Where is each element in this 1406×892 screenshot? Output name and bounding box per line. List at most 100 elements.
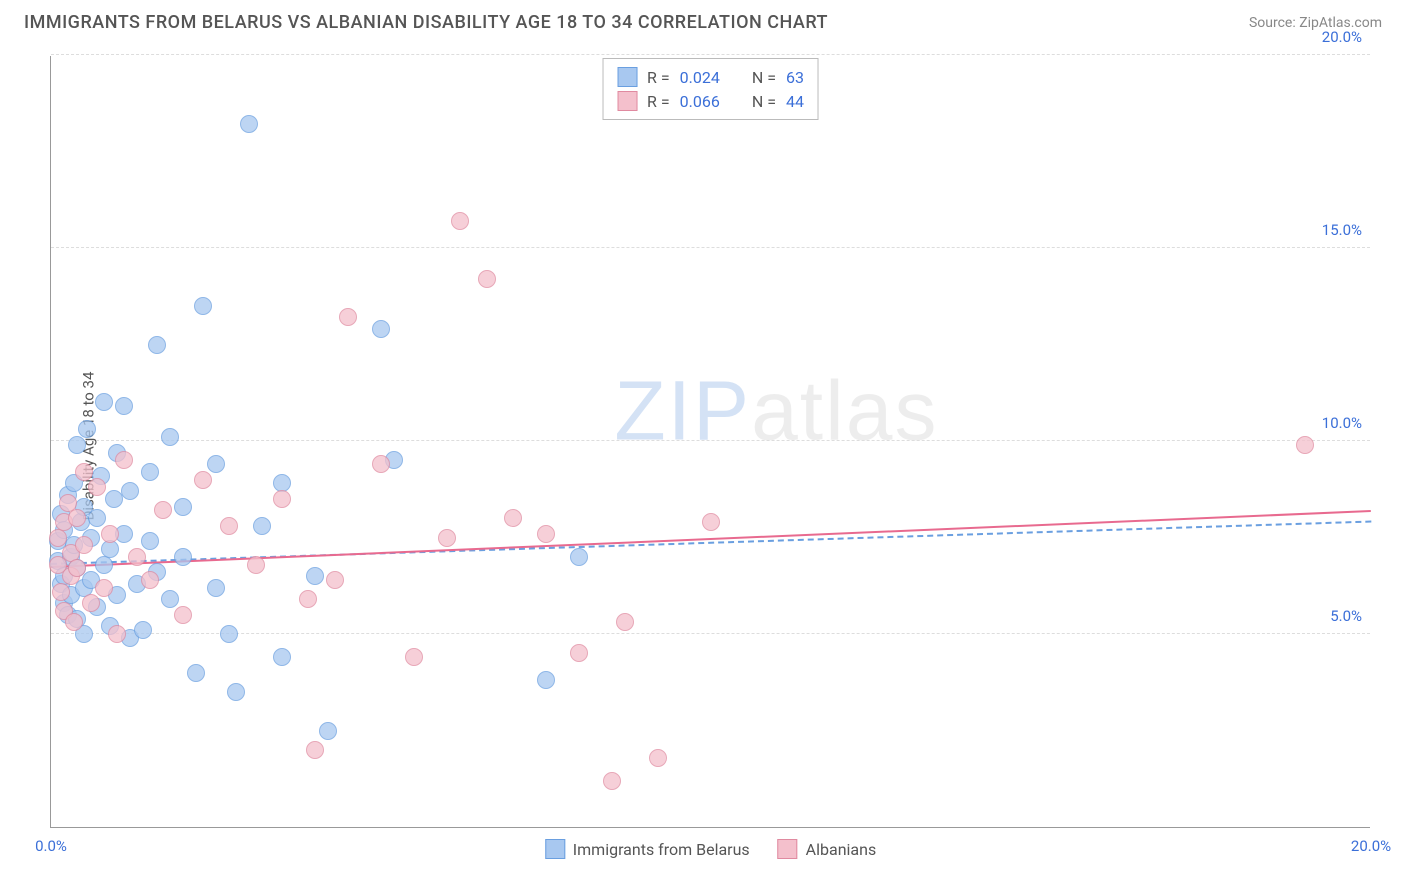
y-tick-label: 15.0%	[1302, 221, 1362, 239]
legend-swatch-icon	[617, 67, 637, 87]
data-point	[141, 463, 159, 481]
data-point	[95, 579, 113, 597]
data-point	[570, 548, 588, 566]
x-tick-label: 20.0%	[1351, 837, 1391, 855]
legend-item: Albanians	[778, 839, 877, 859]
data-point	[616, 613, 634, 631]
legend-correlation: R = 0.024 N = 63 R = 0.066 N = 44	[602, 58, 819, 120]
y-tick-label: 20.0%	[1302, 28, 1362, 46]
data-point	[82, 594, 100, 612]
data-point	[194, 297, 212, 315]
watermark-zip: ZIP	[614, 363, 751, 457]
data-point	[161, 428, 179, 446]
legend-row: R = 0.066 N = 44	[617, 89, 804, 113]
data-point	[299, 590, 317, 608]
data-point	[253, 517, 271, 535]
data-point	[174, 548, 192, 566]
data-point	[88, 478, 106, 496]
data-point	[220, 517, 238, 535]
data-point	[105, 490, 123, 508]
chart-title: IMMIGRANTS FROM BELARUS VS ALBANIAN DISA…	[24, 12, 828, 33]
legend-n-label: N =	[752, 92, 776, 111]
data-point	[78, 420, 96, 438]
data-point	[141, 571, 159, 589]
data-point	[121, 482, 139, 500]
data-point	[154, 501, 172, 519]
data-point	[372, 320, 390, 338]
data-point	[273, 648, 291, 666]
legend-swatch-icon	[778, 839, 798, 859]
data-point	[65, 613, 83, 631]
data-point	[95, 556, 113, 574]
data-point	[68, 436, 86, 454]
data-point	[141, 532, 159, 550]
data-point	[174, 606, 192, 624]
data-point	[326, 571, 344, 589]
data-point	[537, 525, 555, 543]
data-point	[438, 529, 456, 547]
data-point	[240, 115, 258, 133]
legend-n-label: N =	[752, 68, 776, 87]
data-point	[207, 579, 225, 597]
data-point	[148, 336, 166, 354]
data-point	[339, 308, 357, 326]
data-point	[319, 722, 337, 740]
data-point	[115, 451, 133, 469]
x-tick-label: 0.0%	[35, 837, 67, 855]
legend-r-value: 0.024	[680, 68, 720, 87]
data-point	[702, 513, 720, 531]
y-tick-label: 10.0%	[1302, 414, 1362, 432]
watermark-atlas: atlas	[751, 363, 938, 457]
data-point	[603, 772, 621, 790]
data-point	[649, 749, 667, 767]
data-point	[537, 671, 555, 689]
data-point	[95, 393, 113, 411]
legend-series: Immigrants from Belarus Albanians	[545, 839, 876, 859]
legend-swatch-icon	[545, 839, 565, 859]
data-point	[101, 540, 119, 558]
data-point	[52, 583, 70, 601]
gridline	[51, 440, 1370, 441]
watermark: ZIPatlas	[614, 362, 938, 459]
data-point	[75, 536, 93, 554]
data-point	[134, 621, 152, 639]
data-point	[68, 509, 86, 527]
data-point	[306, 741, 324, 759]
data-point	[108, 625, 126, 643]
data-point	[174, 498, 192, 516]
y-tick-label: 5.0%	[1302, 607, 1362, 625]
legend-item-label: Albanians	[806, 840, 877, 859]
data-point	[273, 490, 291, 508]
data-point	[1296, 436, 1314, 454]
legend-n-value: 63	[786, 68, 804, 87]
legend-swatch-icon	[617, 91, 637, 111]
legend-item-label: Immigrants from Belarus	[573, 840, 750, 859]
legend-row: R = 0.024 N = 63	[617, 65, 804, 89]
data-point	[194, 471, 212, 489]
data-point	[451, 212, 469, 230]
data-point	[227, 683, 245, 701]
chart-header: IMMIGRANTS FROM BELARUS VS ALBANIAN DISA…	[0, 0, 1406, 41]
data-point	[570, 644, 588, 662]
gridline	[51, 633, 1370, 634]
data-point	[187, 664, 205, 682]
data-point	[306, 567, 324, 585]
data-point	[504, 509, 522, 527]
plot-area: ZIPatlas R = 0.024 N = 63 R = 0.066 N = …	[50, 56, 1370, 828]
data-point	[115, 397, 133, 415]
data-point	[478, 270, 496, 288]
legend-r-label: R =	[647, 68, 670, 87]
data-point	[49, 529, 67, 547]
gridline	[51, 54, 1370, 55]
data-point	[88, 509, 106, 527]
data-point	[207, 455, 225, 473]
legend-n-value: 44	[786, 92, 804, 111]
legend-r-label: R =	[647, 92, 670, 111]
data-point	[220, 625, 238, 643]
data-point	[101, 525, 119, 543]
data-point	[161, 590, 179, 608]
data-point	[75, 463, 93, 481]
data-point	[247, 556, 265, 574]
data-point	[68, 559, 86, 577]
legend-r-value: 0.066	[680, 92, 720, 111]
